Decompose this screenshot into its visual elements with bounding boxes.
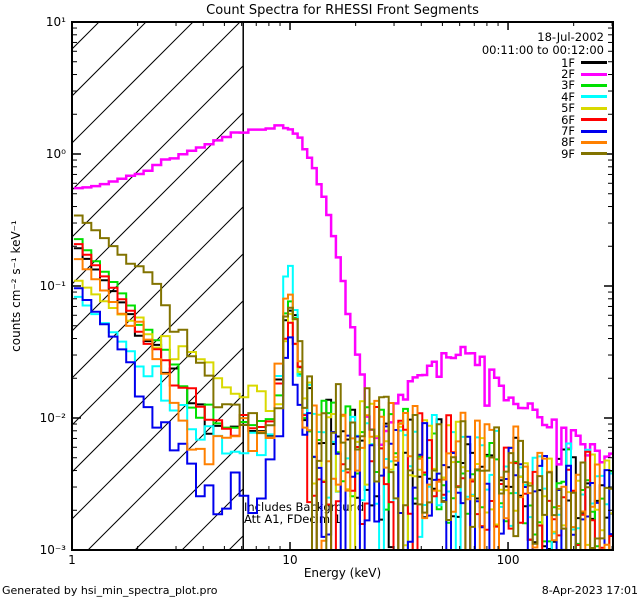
spectra-curves [73,124,613,550]
x-tick-10: 10 [282,553,297,567]
legend-item-label: 4F [561,89,575,104]
y-axis-label: counts cm⁻² s⁻¹ keV⁻¹ [9,220,23,352]
legend-item-swatch [581,61,607,65]
legend-item-swatch [581,118,607,122]
plot-timestamp: 8-Apr-2023 17:01 [541,584,638,597]
x-axis-label: Energy (keV) [303,566,382,580]
legend-item-swatch [581,83,607,87]
legend-item-label: 1F [561,55,575,70]
generated-by-text: Generated by hsi_min_spectra_plot.pro [2,584,218,597]
legend-item-swatch [581,140,607,144]
legend-items: 1F 2F 3F 4F 5F 6F 7F 8F 9F [482,55,607,161]
legend-item-1f: 1F [482,55,607,70]
series-8f [73,258,611,550]
legend-item-label: 7F [561,124,575,139]
chart-title: Count Spectra for RHESSI Front Segments [206,3,479,18]
legend-item-label: 6F [561,112,575,127]
y-tick-0.01: 10⁻² [40,411,67,425]
legend-item-6f: 6F [482,112,607,127]
legend-item-label: 2F [561,67,575,82]
y-tick-1: 10⁰ [46,147,66,161]
tick-labels: 1 10 100 10¹ 10⁰ 10⁻¹ 10⁻² 10⁻³ [40,15,520,567]
y-tick-0.1: 10⁻¹ [40,279,67,293]
legend-item-swatch [581,152,607,156]
legend-item-label: 9F [561,146,575,161]
y-tick-10: 10¹ [46,15,66,29]
series-5f [73,279,613,550]
legend-item-3f: 3F [482,78,607,93]
legend-item-label: 3F [561,78,575,93]
legend-item-swatch [581,129,607,133]
series-9f [73,214,613,550]
legend-item-label: 8F [561,135,575,150]
y-tick-0.001: 10⁻³ [40,543,67,557]
annotation-line-1: Includes Background [244,500,365,514]
legend-item-5f: 5F [482,101,607,116]
legend-item-label: 5F [561,101,575,116]
legend-item-8f: 8F [482,135,607,150]
legend-item-9f: 9F [482,146,607,161]
x-tick-100: 100 [497,553,520,567]
legend-item-2f: 2F [482,67,607,82]
legend-item-7f: 7F [482,124,607,139]
chart-legend: 18-Jul-2002 00:11:00 to 00:12:00 1F 2F 3… [481,30,607,161]
legend-time-range: 00:11:00 to 00:12:00 [481,43,604,57]
legend-item-swatch [581,106,607,110]
series-7f [73,287,613,550]
legend-item-4f: 4F [482,89,607,104]
legend-item-swatch [581,95,607,99]
x-tick-1: 1 [68,553,76,567]
legend-item-swatch [581,72,607,76]
axis-ticks [71,21,613,551]
legend-date: 18-Jul-2002 [537,30,604,44]
